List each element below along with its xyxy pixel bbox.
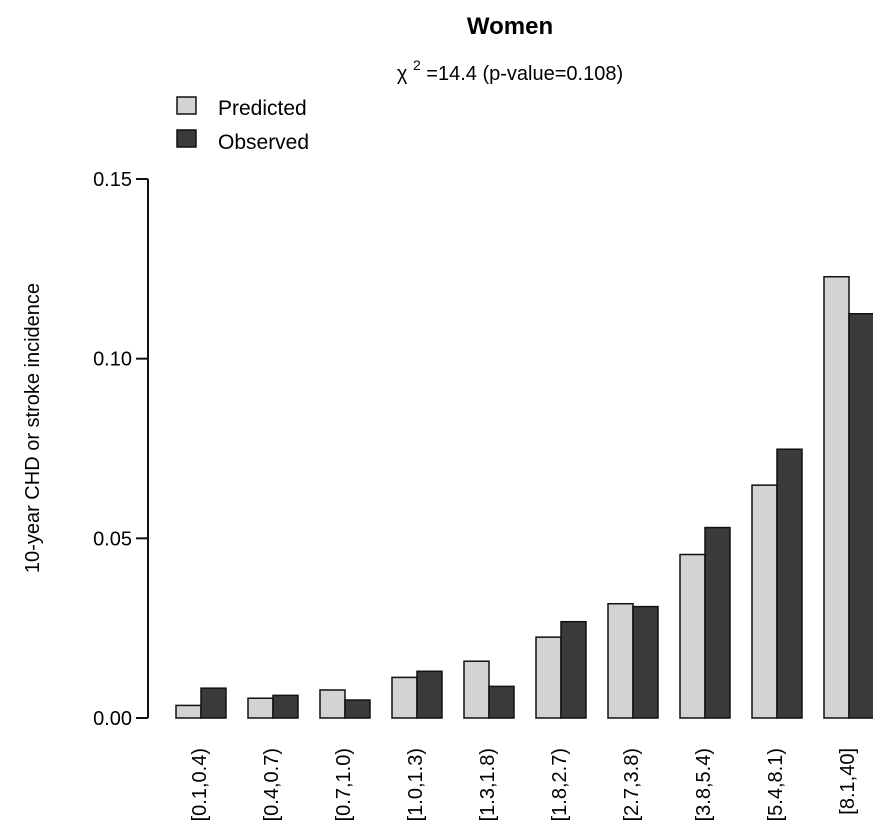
- bar-observed-8: [776, 448, 803, 719]
- bar-observed-3: [416, 670, 443, 719]
- bar-predicted-9: [823, 275, 850, 719]
- x-tick-label: [5.4,8.1): [765, 748, 787, 821]
- bar-predicted-2: [319, 689, 346, 719]
- legend-label-predicted: Predicted: [218, 97, 307, 120]
- x-tick-label: [1.8,2.7): [549, 748, 571, 821]
- bar-observed-9: [848, 313, 873, 719]
- chi-exponent: 2: [413, 57, 421, 73]
- bar-predicted-8: [751, 484, 778, 719]
- x-tick-labels: [0.1,0.4) [0.4,0.7) [0.7,1.0) [1.0,1.3) [1.3…: [189, 748, 859, 821]
- bar-observed-2: [344, 699, 371, 719]
- y-tick-label: 0.00: [93, 708, 132, 730]
- bar-predicted-0: [175, 704, 202, 719]
- x-tick-label: [1.0,1.3): [405, 748, 427, 821]
- chi-symbol: χ: [397, 63, 408, 85]
- legend-swatch-predicted: [176, 96, 197, 115]
- y-tick-label: 0.15: [93, 169, 132, 191]
- bars: [175, 275, 873, 719]
- y-tick-label: 0.05: [93, 528, 132, 550]
- chart-subtitle: χ 2 =14.4 (p-value=0.108): [397, 53, 623, 85]
- x-tick-label: [8.1,40]: [837, 748, 859, 815]
- y-axis: 0.00 0.05 0.10 0.15: [93, 169, 149, 730]
- legend-label-observed: Observed: [218, 131, 309, 154]
- x-tick-label: [0.7,1.0): [333, 748, 355, 821]
- bar-observed-1: [272, 694, 299, 719]
- subtitle-text: =14.4 (p-value=0.108): [426, 63, 623, 85]
- bar-observed-5: [560, 620, 587, 719]
- x-tick-label: [1.3,1.8): [477, 748, 499, 821]
- bar-observed-7: [704, 526, 731, 719]
- bar-predicted-3: [391, 676, 418, 719]
- bar-observed-6: [632, 605, 659, 719]
- bar-predicted-5: [535, 636, 562, 719]
- bar-predicted-1: [247, 697, 274, 719]
- bar-predicted-4: [463, 660, 490, 719]
- x-tick-label: [3.8,5.4): [693, 748, 715, 821]
- x-tick-label: [0.4,0.7): [261, 748, 283, 821]
- bar-observed-0: [200, 687, 227, 719]
- chart-title: Women: [467, 13, 553, 40]
- legend: Predicted Observed: [176, 96, 309, 154]
- legend-swatch-observed: [176, 129, 197, 148]
- y-axis-label: 10-year CHD or stroke incidence: [22, 283, 44, 573]
- bar-observed-4: [488, 685, 515, 719]
- x-tick-label: [2.7,3.8): [621, 748, 643, 821]
- bar-predicted-7: [679, 553, 706, 719]
- x-tick-label: [0.1,0.4): [189, 748, 211, 821]
- y-tick-label: 0.10: [93, 349, 132, 371]
- bar-predicted-6: [607, 602, 634, 719]
